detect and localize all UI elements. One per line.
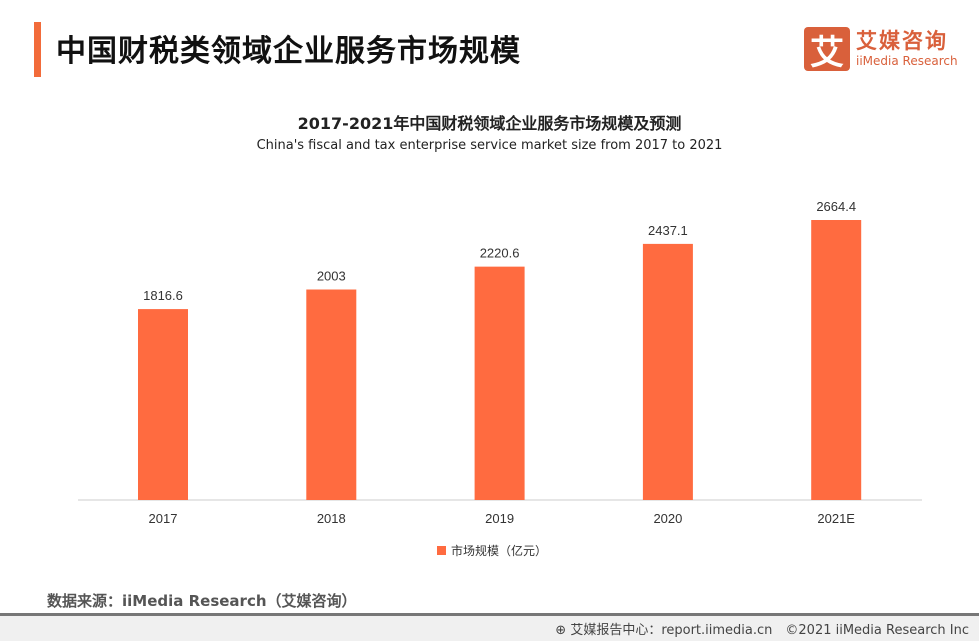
bar-2020 [642, 243, 693, 500]
chart-title: 2017-2021年中国财税领域企业服务市场规模及预测 [297, 114, 682, 133]
x-tick-2020: 2020 [653, 511, 682, 526]
data-label-2019: 2220.6 [480, 246, 520, 261]
data-label-2021E: 2664.4 [816, 199, 856, 214]
bar-2018 [306, 289, 357, 500]
logo-mark: 艾 [804, 27, 850, 73]
footer-divider [0, 613, 979, 616]
footer-bar: ⊕ 艾媒报告中心：report.iimedia.cn ©2021 iiMedia… [0, 616, 979, 641]
data-source: 数据来源：iiMedia Research（艾媒咨询） [47, 592, 357, 610]
bar-2021E [811, 220, 862, 500]
x-tick-2017: 2017 [149, 511, 178, 526]
logo-en: iiMedia Research [856, 54, 958, 68]
bar-2017 [138, 309, 188, 500]
logo-cn: 艾媒咨询 [856, 29, 948, 53]
page-title: 中国财税类领域企业服务市场规模 [56, 34, 521, 69]
x-tick-2019: 2019 [485, 511, 514, 526]
iimedia-logo: 艾 艾媒咨询 iiMedia Research [804, 27, 958, 73]
legend-swatch [437, 546, 446, 555]
copyright: 艾媒报告中心：report.iimedia.cn ©2021 iiMedia R… [570, 623, 969, 638]
data-label-2018: 2003 [317, 269, 346, 284]
chart-subtitle: China's fiscal and tax enterprise servic… [256, 138, 723, 153]
data-label-2020: 2437.1 [648, 223, 688, 238]
legend-label: 市场规模（亿元） [451, 544, 548, 558]
globe-icon: ⊕ [555, 623, 571, 638]
x-tick-2021E: 2021E [817, 511, 855, 526]
bar-2019 [474, 266, 525, 500]
x-tick-2018: 2018 [317, 511, 346, 526]
title-accent-bar [34, 22, 41, 77]
legend: 市场规模（亿元） [437, 542, 547, 559]
data-label-2017: 1816.6 [143, 288, 183, 303]
